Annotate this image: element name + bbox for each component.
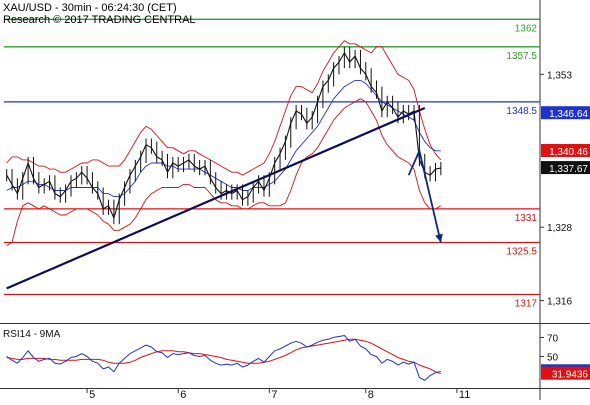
x-tick-label: 5 <box>89 389 95 400</box>
price-tag <box>541 106 590 120</box>
level-label: 1362 <box>515 23 538 34</box>
chart-title: XAU/USD - 30min - 06:24:30 (CET) <box>3 2 177 14</box>
x-tick-label: 6 <box>180 389 186 400</box>
y-tick-label: 1,316 <box>547 297 572 308</box>
price-tag <box>541 161 590 175</box>
price-tag-label: 1,346.64 <box>549 109 588 120</box>
x-tick-label: 11 <box>459 389 470 400</box>
indicator-tick-label: 70 <box>547 333 559 344</box>
x-tick-label: 8 <box>368 389 374 400</box>
indicator-title: RSI14 - 9MA <box>3 329 61 340</box>
support-trendline <box>6 106 426 290</box>
rsi-line <box>6 335 441 381</box>
price-tag <box>541 144 590 158</box>
level-label: 1317 <box>515 298 538 309</box>
x-tick-label: 7 <box>271 389 277 400</box>
level-label: 1357.5 <box>506 51 537 62</box>
indicator-value-label: 31.9436 <box>552 370 589 381</box>
level-label: 1325.5 <box>506 247 537 258</box>
chart-subtitle: Research © 2017 TRADING CENTRAL <box>3 14 196 26</box>
forecast-arrow <box>407 147 442 243</box>
indicator-tick-label: 50 <box>547 353 559 364</box>
price-tag-label: 1,337.67 <box>549 164 588 175</box>
rsi-ma-line <box>6 338 441 375</box>
forecast-arrow-head <box>435 233 443 243</box>
level-label: 1331 <box>515 213 538 224</box>
y-tick-label: 1,353 <box>547 70 572 81</box>
y-tick-label: 1,328 <box>547 223 572 234</box>
level-label: 1348.5 <box>506 106 537 117</box>
moving-average-line <box>6 79 441 198</box>
indicator-value-tag <box>541 366 590 380</box>
price-tag-label: 1,340.46 <box>549 147 588 158</box>
bollinger-upper-line <box>6 40 442 176</box>
price-line <box>6 52 441 219</box>
bollinger-lower-line <box>6 98 442 246</box>
